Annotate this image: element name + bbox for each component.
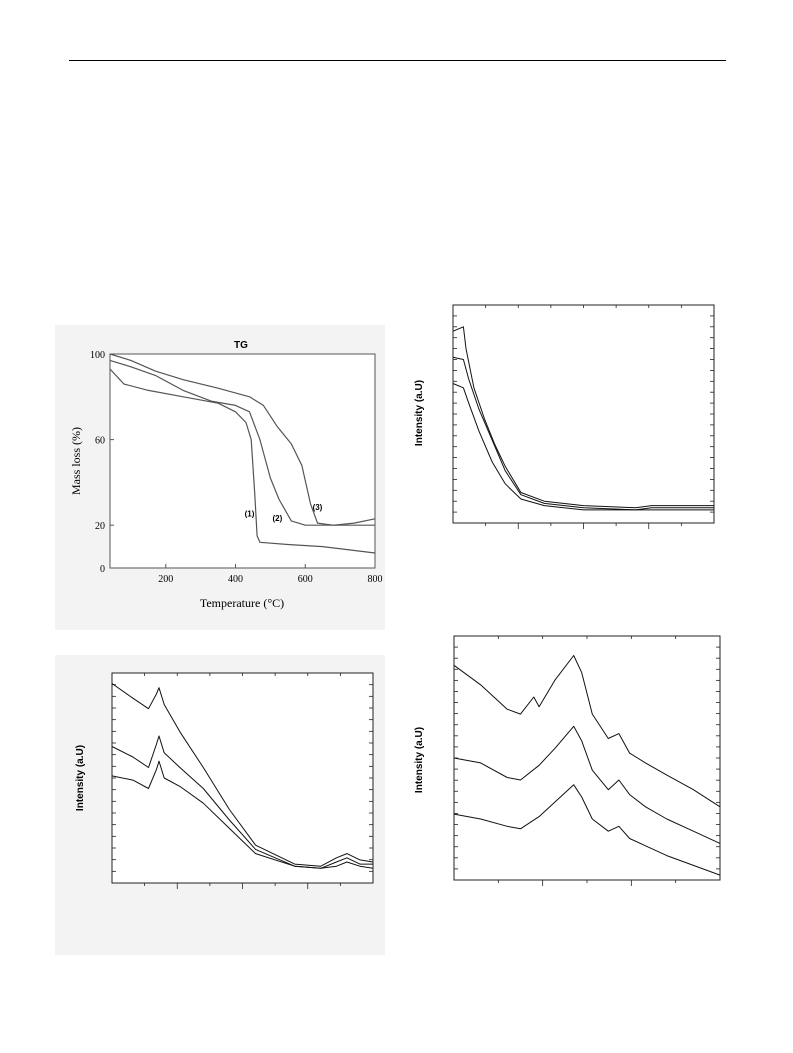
y-axis-label: Intensity (a.U) — [414, 727, 425, 793]
series-line-3 — [453, 784, 721, 876]
series-line-1 — [453, 655, 721, 808]
chart-title: TG — [234, 340, 248, 351]
series-line-3 — [452, 383, 714, 511]
series-group — [109, 353, 376, 554]
series-line-2 — [452, 356, 714, 511]
series-line-3 — [111, 760, 374, 869]
intensity-chart-1: Intensity (a.U) — [414, 304, 715, 529]
x-tick-label: 600 — [298, 574, 313, 585]
y-axis-label: Mass loss (%) — [69, 427, 83, 495]
series-group — [452, 326, 714, 511]
intensity-chart-2-panel: Intensity (a.U) — [55, 655, 385, 955]
plot-frame — [109, 353, 376, 569]
tick-group: 200 400 600 800 0 20 60 100 (1) (2) (3) — [90, 350, 383, 585]
y-axis-label: Intensity (a.U) — [75, 745, 86, 811]
plot-frame — [452, 304, 715, 524]
plot-frame — [453, 635, 721, 881]
tg-chart: TG 200 400 600 800 0 20 60 100 (1) (2) (3) Tempera… — [69, 340, 383, 610]
x-tick-label: 800 — [368, 574, 383, 585]
series-group — [453, 655, 721, 876]
series-line-1 — [111, 683, 374, 867]
series-line-3 — [109, 353, 376, 526]
series-group — [111, 683, 374, 869]
y-tick-label: 60 — [95, 436, 105, 447]
y-tick-label: 100 — [90, 350, 105, 361]
intensity-chart-3: Intensity (a.U) — [414, 635, 721, 886]
page-header-rule — [69, 60, 726, 61]
tick-group — [453, 305, 714, 529]
series-label: (3) — [313, 503, 323, 512]
intensity-chart-1-panel: Intensity (a.U) — [400, 293, 730, 593]
series-label: (2) — [272, 514, 282, 523]
series-line-1 — [452, 326, 714, 509]
x-tick-label: 400 — [228, 574, 243, 585]
y-tick-label: 20 — [95, 521, 105, 532]
tick-group — [454, 636, 720, 886]
tick-group — [112, 673, 373, 889]
x-tick-label: 200 — [158, 574, 173, 585]
series-line-2 — [111, 735, 373, 869]
series-line-2 — [453, 725, 721, 844]
intensity-chart-3-panel: Intensity (a.U) — [400, 625, 730, 925]
y-axis-label: Intensity (a.U) — [414, 380, 425, 446]
series-line-1 — [109, 368, 376, 554]
intensity-chart-2: Intensity (a.U) — [75, 672, 374, 889]
y-tick-label: 0 — [100, 564, 105, 575]
tg-chart-panel: TG 200 400 600 800 0 20 60 100 (1) (2) (3) Tempera… — [55, 325, 385, 630]
series-line-2 — [109, 359, 375, 526]
x-axis-label: Temperature (°C) — [200, 596, 284, 610]
series-label: (1) — [245, 510, 255, 519]
